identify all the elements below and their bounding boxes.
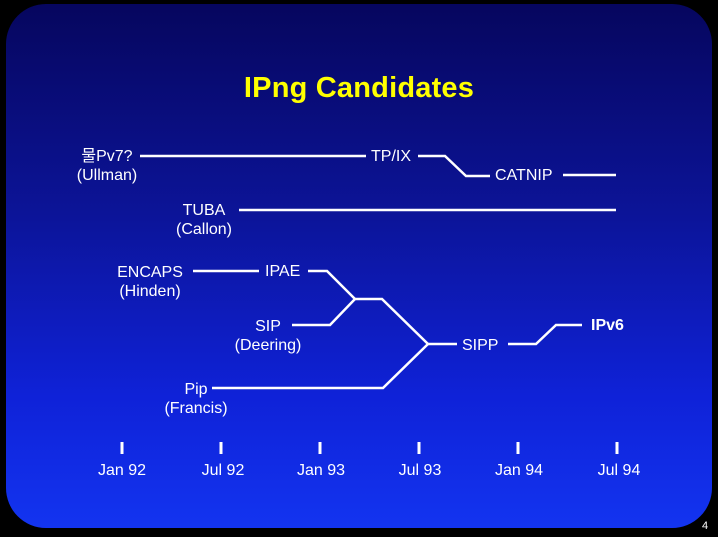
proposal-ipv7: 물Pv7? (Ullman) xyxy=(62,147,152,185)
sipp-ipv6-line xyxy=(508,323,582,346)
proposal-encaps: ENCAPS (Hinden) xyxy=(100,263,200,301)
proposal-sip: SIP (Deering) xyxy=(218,317,318,355)
ipae-merge-line xyxy=(308,269,356,300)
proposal-name: TUBA xyxy=(182,202,226,219)
proposal-author: (Francis) xyxy=(164,400,228,417)
node-tpix: TP/IX xyxy=(371,148,412,165)
proposal-name: Pip xyxy=(184,381,208,398)
timeline-label: Jul 94 xyxy=(597,462,641,479)
ipae-sip-merged-line xyxy=(355,297,429,345)
proposal-pip: Pip (Francis) xyxy=(148,380,244,418)
timeline-label: Jul 92 xyxy=(201,462,245,479)
pip-merge-line xyxy=(212,343,429,390)
proposal-author: (Hinden) xyxy=(119,283,181,300)
timeline-label: Jul 93 xyxy=(398,462,442,479)
page-number: 4 xyxy=(702,520,709,532)
timeline-label: Jan 93 xyxy=(296,462,346,479)
timeline-label: Jan 94 xyxy=(494,462,544,479)
node-sipp: SIPP xyxy=(462,337,499,354)
proposal-author: (Deering) xyxy=(234,337,302,354)
proposal-name: SIP xyxy=(255,318,281,335)
proposal-name: 물Pv7? xyxy=(81,148,133,165)
sip-merge-line xyxy=(292,298,356,327)
proposal-tuba: TUBA (Callon) xyxy=(159,201,249,239)
proposal-author: (Ullman) xyxy=(76,167,138,184)
proposal-name: ENCAPS xyxy=(117,264,183,281)
proposal-author: (Callon) xyxy=(175,221,232,238)
slide-title: IPng Candidates xyxy=(243,72,475,104)
node-ipae: IPAE xyxy=(265,263,301,280)
tpix-catnip-line xyxy=(418,154,490,178)
node-ipv6: IPv6 xyxy=(591,317,624,334)
node-catnip: CATNIP xyxy=(495,167,553,184)
slide-background xyxy=(6,4,712,528)
timeline-label: Jan 92 xyxy=(97,462,147,479)
